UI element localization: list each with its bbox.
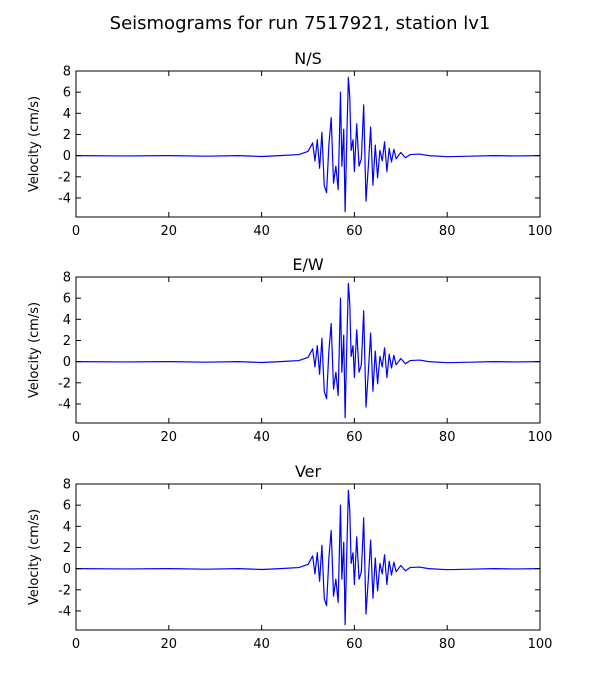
x-tick-label: 80: [439, 637, 456, 652]
y-tick-label: 4: [63, 107, 71, 122]
x-tick-label: 0: [72, 224, 80, 239]
panel-title: Ver: [295, 462, 322, 481]
y-tick-label: 2: [63, 128, 71, 143]
y-tick-label: -4: [58, 397, 71, 412]
x-tick-label: 100: [528, 224, 553, 239]
y-tick-label: 0: [63, 355, 71, 370]
x-tick-label: 40: [253, 637, 270, 652]
panel-title: E/W: [292, 255, 324, 274]
y-axis-label: Velocity (cm/s): [27, 509, 42, 605]
series-line: [75, 489, 541, 626]
x-tick-label: 60: [346, 637, 363, 652]
series-line: [75, 282, 541, 419]
plot-frame: [75, 483, 541, 631]
y-tick-label: 8: [63, 271, 71, 286]
plot-frame: [75, 70, 541, 218]
y-tick-label: -2: [58, 170, 71, 185]
y-tick-label: 2: [63, 541, 71, 556]
y-axis-label: Velocity (cm/s): [27, 302, 42, 398]
y-tick-label: 8: [63, 65, 71, 80]
y-axis-label: Velocity (cm/s): [27, 96, 42, 192]
panel-2: Ver Velocity (cm/s) 0 20 40 60 80 100 -4 -2 0 2 4 6 8: [27, 462, 552, 652]
x-tick-label: 80: [439, 224, 456, 239]
series-line: [75, 76, 541, 213]
y-tick-label: 6: [63, 499, 71, 514]
y-tick-label: 0: [63, 149, 71, 164]
x-tick-label: 0: [72, 430, 80, 445]
y-tick-label: 6: [63, 292, 71, 307]
x-tick-label: 80: [439, 430, 456, 445]
y-tick-label: -4: [58, 191, 71, 206]
x-tick-label: 100: [528, 637, 553, 652]
plot-frame: [75, 276, 541, 424]
y-tick-label: -4: [58, 604, 71, 619]
panel-0: N/S Velocity (cm/s) 0 20 40 60 80 100 -4 -2 0 2 4 6 8: [27, 49, 552, 239]
x-tick-label: 40: [253, 224, 270, 239]
y-tick-label: 0: [63, 562, 71, 577]
x-tick-label: 60: [346, 224, 363, 239]
y-tick-label: 8: [63, 478, 71, 493]
y-tick-label: 4: [63, 313, 71, 328]
y-tick-label: 4: [63, 520, 71, 535]
panel-1: E/W Velocity (cm/s) 0 20 40 60 80 100 -4 -2 0 2 4 6 8: [27, 255, 552, 445]
x-tick-label: 0: [72, 637, 80, 652]
x-tick-label: 60: [346, 430, 363, 445]
figure-suptitle: Seismograms for run 7517921, station lv1: [110, 13, 491, 34]
x-tick-label: 20: [161, 224, 178, 239]
y-tick-label: 6: [63, 86, 71, 101]
y-tick-label: -2: [58, 376, 71, 391]
y-tick-label: -2: [58, 583, 71, 598]
x-tick-label: 20: [161, 430, 178, 445]
x-tick-label: 40: [253, 430, 270, 445]
y-tick-label: 2: [63, 334, 71, 349]
x-tick-label: 100: [528, 430, 553, 445]
panel-title: N/S: [294, 49, 322, 68]
x-tick-label: 20: [161, 637, 178, 652]
